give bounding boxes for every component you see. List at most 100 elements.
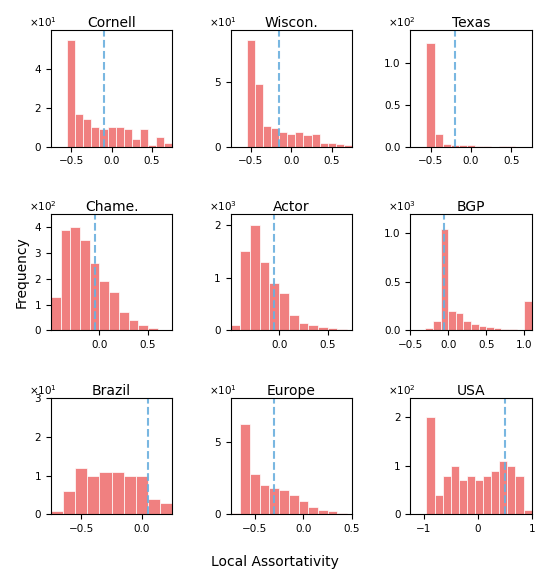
Bar [124, 129, 132, 146]
Bar [483, 475, 491, 514]
Bar [124, 475, 136, 514]
Bar [250, 474, 260, 514]
Bar [129, 320, 138, 331]
Bar [299, 501, 309, 514]
Bar [426, 328, 433, 331]
Text: $\times10^1$: $\times10^1$ [29, 383, 57, 397]
Text: $\times10^2$: $\times10^2$ [29, 199, 57, 213]
Bar [508, 466, 515, 514]
Bar [279, 490, 289, 514]
Bar [502, 328, 509, 331]
Text: $\times10^1$: $\times10^1$ [209, 383, 236, 397]
Bar [148, 499, 160, 514]
Bar [328, 511, 338, 514]
Bar [271, 128, 279, 146]
Bar [148, 145, 156, 146]
Title: Brazil: Brazil [92, 384, 131, 398]
Text: $\times10^1$: $\times10^1$ [29, 15, 57, 29]
Y-axis label: Frequency: Frequency [15, 236, 29, 308]
Bar [289, 495, 299, 514]
Bar [459, 145, 467, 146]
Bar [279, 132, 287, 146]
Bar [116, 127, 124, 146]
Bar [318, 327, 328, 331]
Bar [108, 127, 115, 146]
Bar [51, 297, 60, 331]
Title: Actor: Actor [273, 200, 310, 214]
Bar [87, 475, 100, 514]
Bar [100, 472, 112, 514]
Bar [90, 263, 100, 331]
Bar [318, 510, 328, 514]
Bar [250, 225, 260, 331]
Bar [112, 472, 124, 514]
Bar [287, 134, 295, 146]
Bar [304, 135, 311, 146]
Bar [441, 229, 448, 331]
Bar [109, 292, 119, 331]
Text: $\times10^3$: $\times10^3$ [388, 199, 416, 213]
Bar [451, 145, 459, 146]
Bar [100, 129, 108, 146]
Bar [467, 145, 475, 146]
Bar [524, 301, 532, 331]
Bar [119, 312, 129, 331]
Bar [328, 328, 338, 331]
Bar [289, 315, 299, 331]
Title: USA: USA [456, 384, 485, 398]
Bar [91, 127, 100, 146]
Bar [230, 325, 240, 331]
Bar [486, 327, 494, 331]
Bar [338, 329, 347, 331]
Bar [255, 85, 263, 146]
Bar [295, 132, 304, 146]
Bar [148, 328, 158, 331]
Bar [309, 325, 318, 331]
Text: $\times10^1$: $\times10^1$ [209, 15, 236, 29]
Bar [491, 471, 499, 514]
Bar [80, 240, 90, 331]
Bar [240, 251, 250, 331]
Title: Europe: Europe [267, 384, 316, 398]
Bar [434, 495, 443, 514]
Bar [433, 321, 441, 331]
Bar [451, 466, 459, 514]
Bar [63, 491, 75, 514]
Text: $\times10^2$: $\times10^2$ [388, 383, 416, 397]
Bar [459, 480, 467, 514]
Bar [160, 503, 172, 514]
Title: Wiscon.: Wiscon. [265, 16, 318, 30]
Bar [75, 113, 83, 146]
Bar [434, 134, 443, 146]
Bar [299, 323, 309, 331]
Bar [136, 475, 148, 514]
Title: Chame.: Chame. [85, 200, 139, 214]
Bar [467, 475, 475, 514]
Bar [509, 329, 516, 331]
Text: $\times10^3$: $\times10^3$ [209, 199, 237, 213]
Bar [67, 40, 75, 146]
Bar [164, 142, 172, 146]
Bar [443, 144, 451, 146]
Bar [100, 281, 109, 331]
Bar [328, 142, 336, 146]
Bar [263, 126, 271, 146]
Bar [464, 321, 471, 331]
Bar [494, 328, 502, 331]
Bar [279, 293, 289, 331]
Bar [344, 145, 352, 146]
Bar [426, 418, 434, 514]
Bar [156, 137, 164, 146]
Bar [524, 510, 532, 514]
Text: $\times10^2$: $\times10^2$ [388, 15, 416, 29]
Bar [311, 134, 320, 146]
Bar [309, 507, 318, 514]
Bar [247, 41, 255, 146]
Title: Texas: Texas [452, 16, 490, 30]
Bar [478, 325, 486, 331]
Bar [260, 485, 270, 514]
Bar [426, 42, 434, 146]
Bar [70, 227, 80, 331]
Bar [230, 513, 240, 514]
Bar [336, 144, 344, 146]
